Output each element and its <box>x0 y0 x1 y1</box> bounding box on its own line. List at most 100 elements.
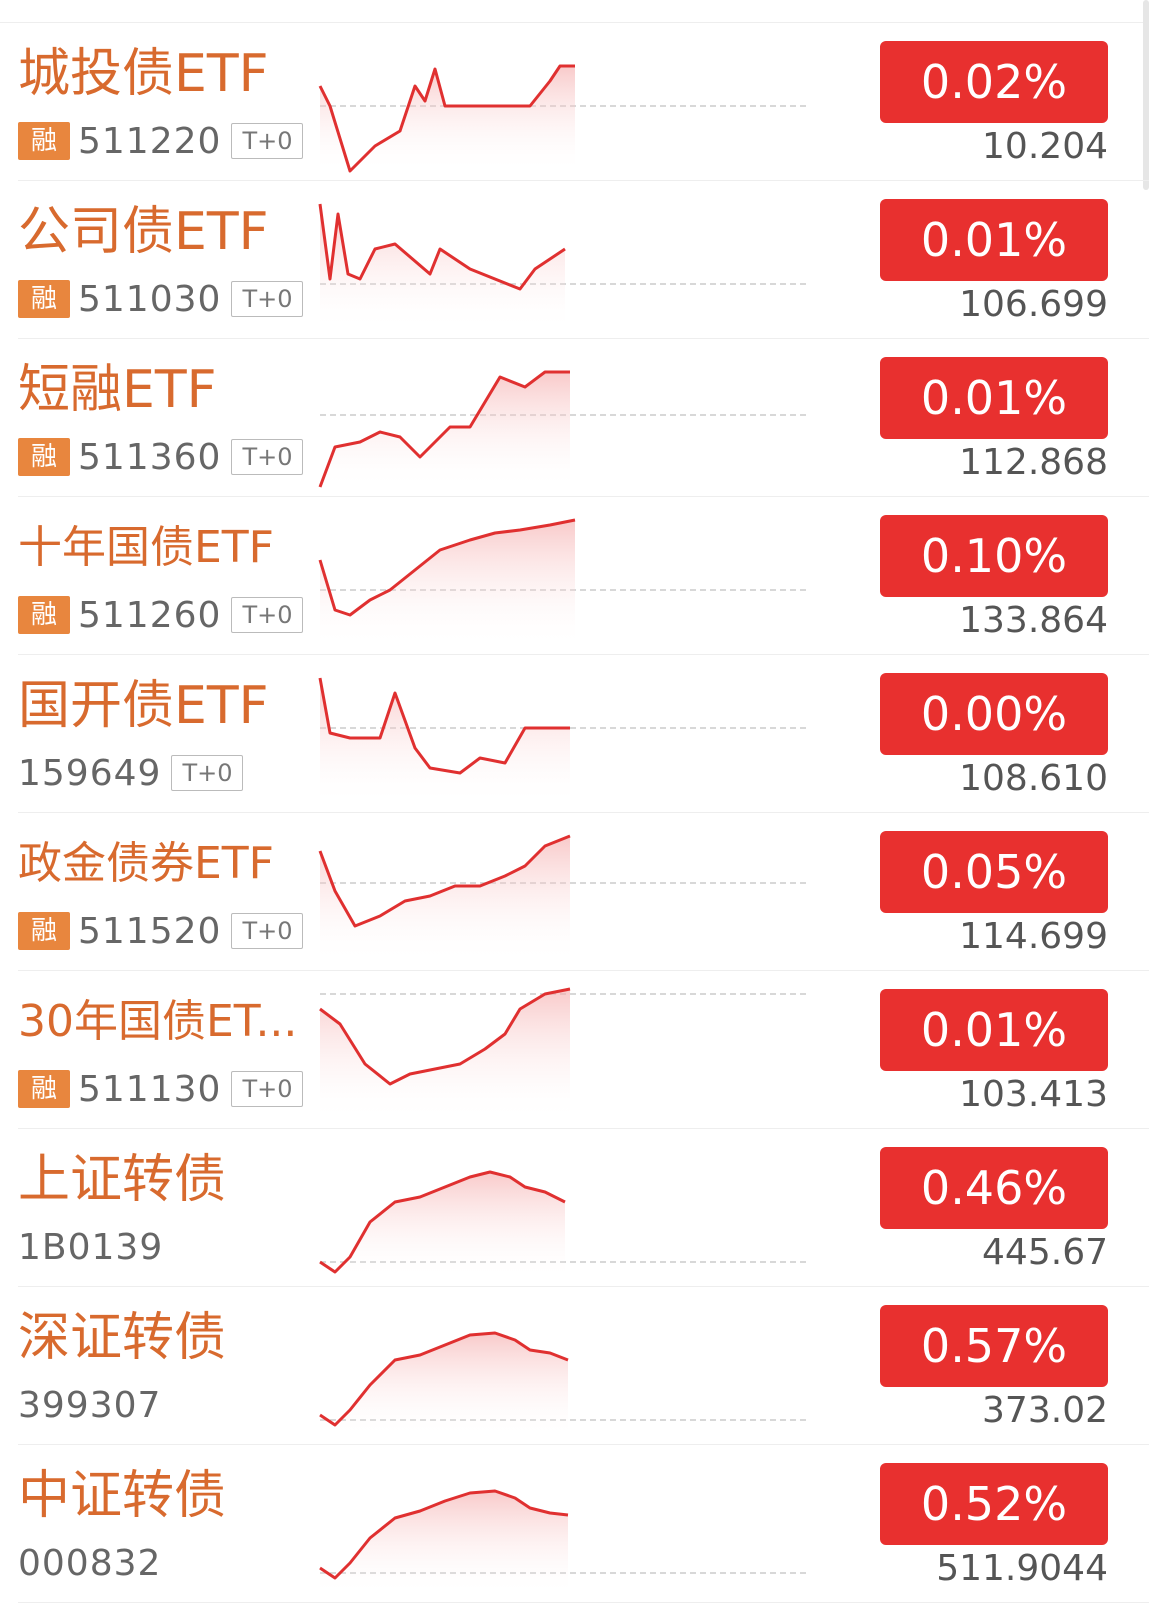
list-item[interactable]: 政金债券ETF 融 511520 T+0 0.05% 114.699 <box>18 813 1149 971</box>
item-code: 159649 <box>18 752 162 794</box>
item-code: 399307 <box>18 1384 162 1426</box>
margin-tag: 融 <box>18 912 70 950</box>
code-line: 000832 <box>18 1542 171 1584</box>
sparkline <box>318 203 810 331</box>
t0-tag: T+0 <box>231 597 304 633</box>
margin-tag: 融 <box>18 596 70 634</box>
code-line: 融 511260 T+0 <box>18 594 304 636</box>
list-item[interactable]: 30年国债ET... 融 511130 T+0 0.01% 103.413 <box>18 971 1149 1129</box>
sparkline-area <box>320 1333 568 1437</box>
item-code: 511260 <box>78 594 222 636</box>
margin-tag: 融 <box>18 122 70 160</box>
sparkline <box>319 1331 810 1437</box>
t0-tag: T+0 <box>231 913 304 949</box>
item-price: 373.02 <box>982 1390 1108 1431</box>
code-line: 159649 T+0 <box>18 752 244 794</box>
sparkline-line <box>319 987 571 1086</box>
item-name: 城投债ETF <box>18 44 269 104</box>
list-item[interactable]: 短融ETF 融 511360 T+0 0.01% 112.868 <box>18 339 1149 497</box>
sparkline-line <box>319 1331 569 1427</box>
top-divider <box>0 22 1149 23</box>
item-code: 511030 <box>78 278 222 320</box>
sparkline <box>318 370 810 489</box>
etf-list: 城投债ETF 融 511220 T+0 0.02% 10.204 公司债ETF … <box>0 23 1149 1603</box>
item-name: 中证转债 <box>18 1466 227 1526</box>
sparkline <box>319 1489 810 1595</box>
list-item[interactable]: 中证转债 000832 0.52% 511.9044 <box>18 1445 1149 1603</box>
sparkline <box>318 834 810 963</box>
change-badge[interactable]: 0.52% <box>880 1463 1108 1545</box>
change-badge[interactable]: 0.00% <box>880 673 1108 755</box>
t0-tag: T+0 <box>171 755 244 791</box>
list-item[interactable]: 十年国债ETF 融 511260 T+0 0.10% 133.864 <box>18 497 1149 655</box>
item-price: 108.610 <box>959 758 1108 799</box>
sparkline <box>318 677 810 805</box>
list-item[interactable]: 上证转债 1B0139 0.46% 445.67 <box>18 1129 1149 1287</box>
item-name: 国开债ETF <box>18 676 269 736</box>
margin-tag: 融 <box>18 438 70 476</box>
item-price: 10.204 <box>982 126 1108 167</box>
change-badge[interactable]: 0.10% <box>880 515 1108 597</box>
list-item[interactable]: 深证转债 399307 0.57% 373.02 <box>18 1287 1149 1445</box>
sparkline-area <box>320 1491 568 1595</box>
list-item[interactable]: 国开债ETF 159649 T+0 0.00% 108.610 <box>18 655 1149 813</box>
list-item[interactable]: 公司债ETF 融 511030 T+0 0.01% 106.699 <box>18 181 1149 339</box>
item-code: 511360 <box>78 436 222 478</box>
scrollbar[interactable] <box>1143 0 1149 190</box>
sparkline-line <box>319 1489 569 1580</box>
sparkline-line <box>318 518 576 617</box>
sparkline-line <box>318 203 566 291</box>
sparkline <box>319 987 810 1121</box>
item-name: 十年国债ETF <box>18 522 274 573</box>
item-name: 30年国债ET... <box>18 996 298 1047</box>
code-line: 399307 <box>18 1384 171 1426</box>
code-line: 融 511360 T+0 <box>18 436 304 478</box>
margin-tag: 融 <box>18 1070 70 1108</box>
sparkline-line <box>318 677 570 775</box>
code-line: 融 511220 T+0 <box>18 121 304 162</box>
change-badge[interactable]: 0.57% <box>880 1305 1108 1387</box>
item-price: 133.864 <box>959 600 1108 641</box>
item-price: 511.9044 <box>936 1548 1108 1589</box>
item-code: 000832 <box>18 1542 162 1584</box>
item-code: 511520 <box>78 910 222 952</box>
change-badge[interactable]: 0.02% <box>880 41 1108 123</box>
change-badge[interactable]: 0.46% <box>880 1147 1108 1229</box>
change-badge[interactable]: 0.01% <box>880 989 1108 1071</box>
sparkline-area <box>320 520 575 647</box>
sparkline-area <box>320 678 570 805</box>
code-line: 融 511130 T+0 <box>18 1068 304 1110</box>
list-item[interactable]: 城投债ETF 融 511220 T+0 0.02% 10.204 <box>18 23 1149 181</box>
item-price: 114.699 <box>959 916 1108 957</box>
code-line: 融 511030 T+0 <box>18 278 304 320</box>
item-code: 1B0139 <box>18 1226 164 1268</box>
t0-tag: T+0 <box>231 1071 304 1107</box>
sparkline-area <box>320 204 565 331</box>
code-line: 融 511520 T+0 <box>18 910 304 952</box>
item-name: 政金债券ETF <box>18 838 274 889</box>
sparkline <box>319 1170 810 1279</box>
item-price: 112.868 <box>959 442 1108 483</box>
item-price: 106.699 <box>959 284 1108 325</box>
sparkline-area <box>320 989 570 1121</box>
item-price: 103.413 <box>959 1074 1108 1115</box>
sparkline-area <box>320 66 575 173</box>
item-name: 深证转债 <box>18 1308 227 1368</box>
item-code: 511130 <box>78 1068 222 1110</box>
change-badge[interactable]: 0.05% <box>880 831 1108 913</box>
sparkline-line <box>318 64 575 173</box>
t0-tag: T+0 <box>231 281 304 317</box>
change-badge[interactable]: 0.01% <box>880 357 1108 439</box>
item-name: 公司债ETF <box>18 202 269 262</box>
sparkline-area <box>320 836 570 963</box>
change-badge[interactable]: 0.01% <box>880 199 1108 281</box>
code-line: 1B0139 <box>18 1226 173 1268</box>
sparkline <box>318 64 810 173</box>
sparkline-line <box>319 1170 566 1274</box>
sparkline-line <box>318 370 570 488</box>
sparkline-area <box>320 372 570 489</box>
sparkline-area <box>320 1172 565 1279</box>
margin-tag: 融 <box>18 280 70 318</box>
item-name: 上证转债 <box>18 1150 227 1210</box>
item-name: 短融ETF <box>18 360 217 420</box>
